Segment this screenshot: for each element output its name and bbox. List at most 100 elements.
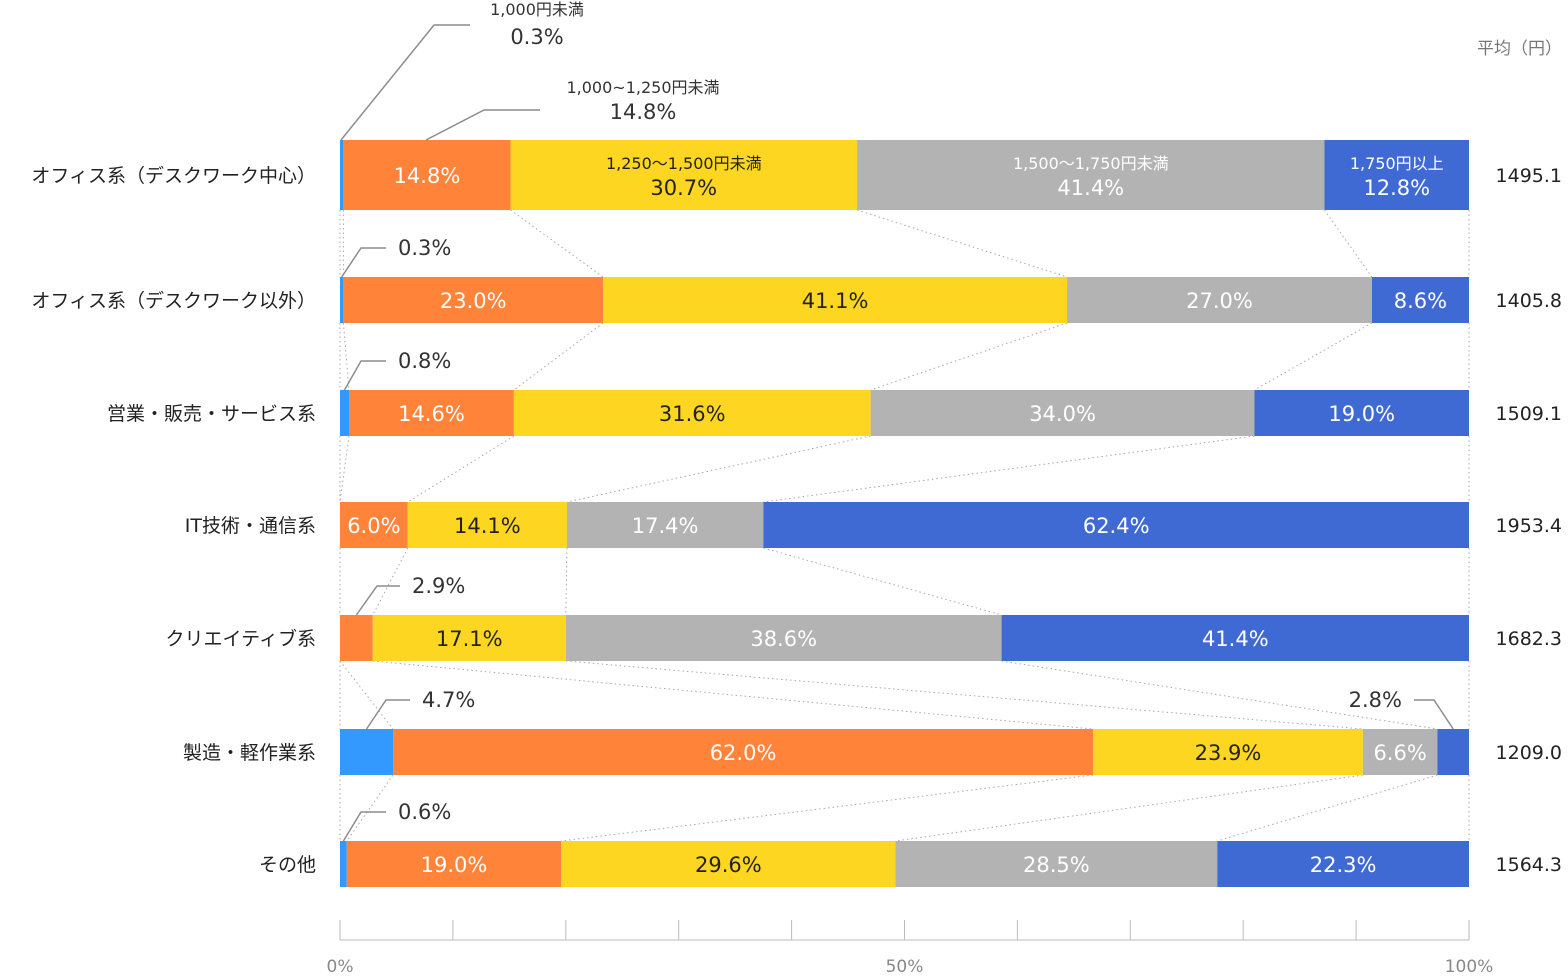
average-value: 1495.1	[1496, 165, 1562, 187]
value-label: 28.5%	[1023, 853, 1090, 877]
bar-segment	[561, 841, 896, 887]
connector-line	[372, 660, 1094, 730]
average-value: 1564.3	[1496, 854, 1562, 876]
legend-label: 1,750円以上	[1350, 154, 1444, 173]
connector-line	[346, 774, 394, 842]
bar-segment	[870, 390, 1255, 436]
value-label: 29.6%	[695, 853, 762, 877]
average-value: 1209.0	[1496, 742, 1562, 764]
bars	[340, 140, 1469, 887]
value-label: 14.1%	[454, 514, 521, 538]
bar-segment	[340, 502, 408, 548]
value-label: 0.3%	[510, 25, 563, 49]
connector-line	[342, 322, 350, 391]
leader-lines	[340, 24, 1454, 842]
connector-line	[566, 435, 871, 503]
x-tick-label: 100%	[1445, 957, 1494, 977]
bar-segment	[407, 502, 567, 548]
value-label: 0.6%	[398, 800, 451, 824]
connector-lines	[339, 209, 1470, 842]
bar-segment	[349, 390, 514, 436]
leader-line	[1414, 699, 1454, 730]
value-label: 12.8%	[1363, 176, 1430, 200]
bar-segment	[1371, 277, 1469, 323]
bar-segment	[566, 502, 764, 548]
category-label: 営業・販売・サービス系	[107, 403, 316, 425]
category-label: その他	[259, 854, 316, 876]
bar-segment	[346, 841, 562, 887]
value-label: 2.9%	[412, 574, 465, 598]
value-label: 23.0%	[440, 289, 507, 313]
value-label: 31.6%	[659, 402, 726, 426]
connector-line	[856, 209, 1068, 278]
bar-segment	[340, 615, 373, 661]
value-label: 34.0%	[1029, 402, 1096, 426]
value-label: 41.4%	[1057, 176, 1124, 200]
bar-segment	[1254, 390, 1469, 436]
average-value: 1509.1	[1496, 403, 1562, 425]
chart-text: 平均（円） オフィス系（デスクワーク中心） 1495.1 オフィス系（デスクワーク以…	[31, 0, 1562, 877]
category-label: クリエイティブ系	[166, 627, 316, 650]
bar-segment	[1001, 615, 1469, 661]
bar-segment	[340, 140, 344, 210]
bar-segment	[565, 615, 1002, 661]
leader-line	[355, 585, 400, 616]
value-label: 0.3%	[398, 236, 451, 260]
value-label: 62.0%	[710, 741, 777, 765]
value-label: 17.4%	[632, 514, 699, 538]
average-value: 1405.8	[1496, 290, 1562, 312]
value-label: 0.8%	[398, 349, 451, 373]
connector-line	[372, 547, 409, 616]
legend-label: 1,000円未満	[490, 0, 584, 19]
value-label: 14.8%	[610, 100, 677, 124]
bar-segment	[1067, 277, 1372, 323]
bar-segment	[393, 729, 1094, 775]
bar-segment	[513, 390, 871, 436]
bar-segment	[603, 277, 1068, 323]
x-tick-label: 50%	[886, 957, 924, 977]
leader-line	[343, 360, 386, 391]
connector-line	[565, 547, 568, 616]
value-label: 6.6%	[1373, 741, 1426, 765]
average-value: 1682.3	[1496, 628, 1562, 650]
average-header: 平均（円）	[1477, 39, 1562, 59]
category-label: オフィス系（デスクワーク以外）	[31, 290, 316, 312]
value-label: 22.3%	[1310, 853, 1377, 877]
value-label: 23.9%	[1195, 741, 1262, 765]
leader-line	[365, 699, 410, 730]
bar-segment	[340, 841, 347, 887]
bar-segment	[1362, 729, 1438, 775]
value-label: 41.1%	[802, 289, 869, 313]
legend-label: 1,000~1,250円未満	[566, 78, 719, 97]
x-axis: 0% 50% 100%	[327, 920, 1494, 977]
value-label: 19.0%	[1328, 402, 1395, 426]
bar-segment	[340, 277, 344, 323]
value-label: 27.0%	[1186, 289, 1253, 313]
bar-segment	[895, 841, 1218, 887]
bar-segment	[510, 140, 858, 210]
value-label: 14.6%	[398, 402, 465, 426]
value-label: 14.8%	[394, 164, 461, 188]
value-label: 4.7%	[422, 688, 475, 712]
leader-line	[342, 811, 386, 842]
connector-line	[407, 435, 515, 503]
connector-line	[565, 660, 1363, 730]
connector-line	[510, 209, 604, 278]
value-label: 19.0%	[421, 853, 488, 877]
bar-segment	[1437, 729, 1469, 775]
bar-segment	[343, 277, 604, 323]
connector-line	[763, 547, 1002, 616]
connector-line	[870, 322, 1068, 391]
connector-line	[763, 435, 1255, 503]
category-label: IT技術・通信系	[185, 515, 316, 537]
leader-line	[340, 24, 470, 141]
connector-line	[339, 435, 350, 503]
leader-line	[341, 247, 386, 278]
bar-segment	[857, 140, 1325, 210]
bar-segment	[1217, 841, 1469, 887]
connector-line	[1001, 660, 1438, 730]
value-label: 30.7%	[650, 176, 717, 200]
value-label: 8.6%	[1394, 289, 1447, 313]
value-label: 17.1%	[436, 627, 503, 651]
